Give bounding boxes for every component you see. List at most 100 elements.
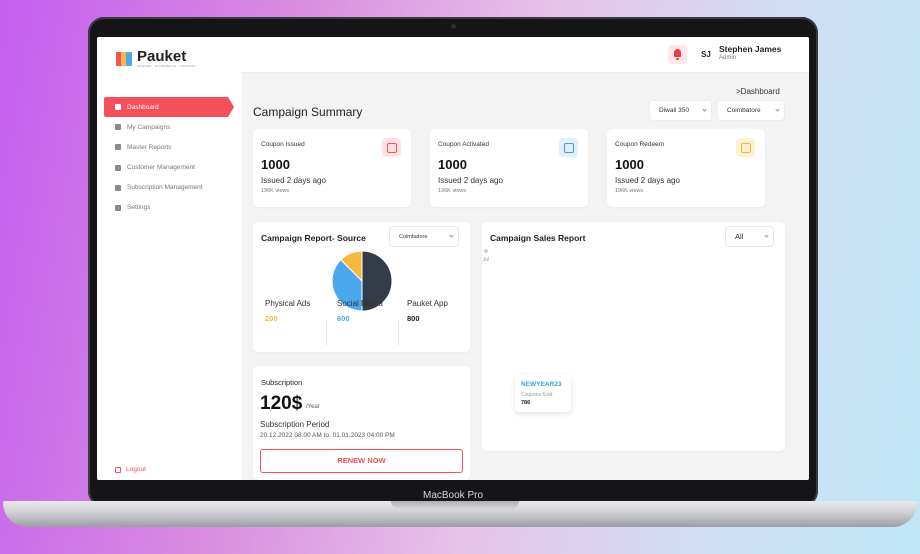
notification-bell-icon[interactable]	[668, 45, 687, 64]
user-role: Admin	[719, 55, 737, 61]
campaign-select-value: Diwali 350	[659, 107, 689, 114]
stat-views: 196K views	[615, 188, 644, 194]
brand-logo[interactable]: Pauket REWARD · ECOMMERCE · TRAINING	[116, 49, 195, 68]
sidebar-item-label: Dashboard	[127, 103, 159, 111]
pie-slice-social-media[interactable]	[331, 259, 363, 312]
laptop-base	[3, 501, 917, 527]
sidebar-item-label: Customer Management	[127, 164, 195, 172]
grid-icon	[115, 104, 121, 110]
legend-value: 200	[265, 314, 278, 323]
sidebar-item-my-campaigns[interactable]: My Campaigns	[97, 117, 242, 137]
pie-slice-pauket-app[interactable]	[361, 250, 393, 312]
campaign-select[interactable]: Diwali 350	[650, 101, 711, 120]
brand-name: Pauket	[137, 48, 187, 65]
sidebar-item-subscription-management[interactable]: Subscription Management	[97, 178, 242, 198]
coupon-icon	[559, 138, 578, 157]
renew-now-button[interactable]: RENEW NOW	[260, 449, 463, 473]
tooltip-label: Coupons Sold	[521, 392, 553, 398]
brand-tagline: REWARD · ECOMMERCE · TRAINING	[137, 64, 196, 68]
city-select-value: Coimbatore	[727, 107, 761, 114]
tooltip-value: 786	[521, 400, 531, 406]
sales-report-filter[interactable]: All	[726, 227, 773, 246]
chevron-down-icon	[702, 107, 707, 112]
legend-label: Social Media	[337, 299, 383, 308]
area-fill	[482, 247, 486, 251]
sidebar: Pauket REWARD · ECOMMERCE · TRAINING Das…	[97, 37, 242, 480]
sidebar-nav: Dashboard My Campaigns Master Reports Custo…	[97, 97, 242, 218]
sales-area-chart: 0100020003000JanFebMarAprMayJunJul	[482, 247, 489, 263]
report-source-filter[interactable]: Coimbatore	[390, 227, 458, 246]
sidebar-item-master-reports[interactable]: Master Reports	[97, 137, 242, 157]
laptop-lid: Pauket REWARD · ECOMMERCE · TRAINING Das…	[88, 17, 818, 507]
chevron-down-icon	[449, 233, 454, 238]
chart-tooltip: NEWYEAR23 Coupons Sold 786	[515, 375, 571, 412]
chevron-down-icon	[764, 233, 769, 238]
stat-subtitle: Issued 2 days ago	[615, 176, 680, 185]
legend-item: Social Media 600	[337, 299, 383, 323]
legend-divider	[398, 320, 399, 345]
customer-icon	[115, 164, 121, 171]
gear-icon	[115, 204, 121, 211]
logout-icon	[115, 466, 121, 473]
megaphone-icon	[115, 124, 121, 131]
stat-views: 196K views	[438, 188, 467, 194]
subscription-title: Subscription	[261, 378, 303, 387]
avatar[interactable]: SJ	[701, 50, 711, 59]
sidebar-item-settings[interactable]: Settings	[97, 198, 242, 218]
topbar: SJ Stephen James Admin	[242, 37, 809, 73]
logout-label: Logout	[126, 466, 146, 473]
legend-divider	[326, 320, 327, 345]
breadcrumb[interactable]: >Dashboard	[736, 87, 780, 96]
legend-item: Pauket App 800	[407, 299, 448, 323]
report-source-title: Campaign Report- Source	[261, 233, 366, 243]
stat-title: Coupon Issued	[261, 141, 305, 148]
logo-icon	[116, 51, 133, 67]
sidebar-item-label: Master Reports	[127, 143, 172, 151]
stat-value: 1000	[438, 157, 467, 172]
legend-value: 600	[337, 314, 350, 323]
subscription-period: 20.12.2022 08:00 AM to. 01.01.2023 04:00…	[260, 432, 395, 439]
user-name[interactable]: Stephen James	[719, 44, 782, 54]
app-screen: Pauket REWARD · ECOMMERCE · TRAINING Das…	[97, 37, 809, 480]
subscription-period-label: Subscription Period	[260, 420, 330, 429]
legend-label: Pauket App	[407, 299, 448, 308]
sales-report-title: Campaign Sales Report	[490, 233, 586, 243]
stat-value: 1000	[615, 157, 644, 172]
logout-button[interactable]: Logout	[115, 466, 146, 473]
sales-report-filter-value: All	[735, 232, 744, 241]
legend-item: Physical Ads 200	[265, 299, 310, 323]
report-icon	[115, 144, 121, 151]
stat-views: 196K views	[261, 188, 290, 194]
page-title: Campaign Summary	[253, 105, 363, 119]
sidebar-item-dashboard[interactable]: Dashboard	[104, 97, 234, 117]
legend-label: Physical Ads	[265, 299, 311, 308]
stat-subtitle: Issued 2 days ago	[261, 176, 326, 185]
laptop-label: MacBook Pro	[422, 490, 484, 501]
stat-card: Coupon Activated 1000 Issued 2 days ago …	[430, 129, 588, 207]
subscription-price: 120$	[260, 393, 303, 414]
chevron-down-icon	[775, 107, 780, 112]
sidebar-item-label: Subscription Management	[127, 184, 203, 192]
stat-subtitle: Issued 2 days ago	[438, 176, 503, 185]
coupon-icon	[382, 138, 401, 157]
stat-card: Coupon Issued 1000 Issued 2 days ago 196…	[253, 129, 411, 207]
source-pie-chart	[331, 250, 393, 312]
pie-slice-physical-ads[interactable]	[340, 250, 363, 283]
camera-icon	[451, 24, 456, 29]
subscription-icon	[115, 184, 121, 191]
sales-report-card	[482, 222, 785, 451]
laptop-notch	[391, 501, 519, 509]
report-source-filter-value: Coimbatore	[399, 233, 428, 240]
x-tick-label: Jul	[483, 257, 489, 263]
tooltip-code: NEWYEAR23	[521, 381, 562, 388]
sidebar-item-label: Settings	[127, 204, 151, 212]
stat-value: 1000	[261, 157, 290, 172]
stat-title: Coupon Redeem	[615, 141, 665, 148]
subscription-unit: /Year	[306, 404, 320, 410]
coupon-icon	[736, 138, 755, 157]
stat-title: Coupon Activated	[438, 141, 489, 148]
sidebar-item-customer-management[interactable]: Customer Management	[97, 158, 242, 178]
city-select[interactable]: Coimbatore	[718, 101, 784, 120]
legend-value: 800	[407, 314, 420, 323]
sidebar-item-label: My Campaigns	[127, 123, 171, 131]
